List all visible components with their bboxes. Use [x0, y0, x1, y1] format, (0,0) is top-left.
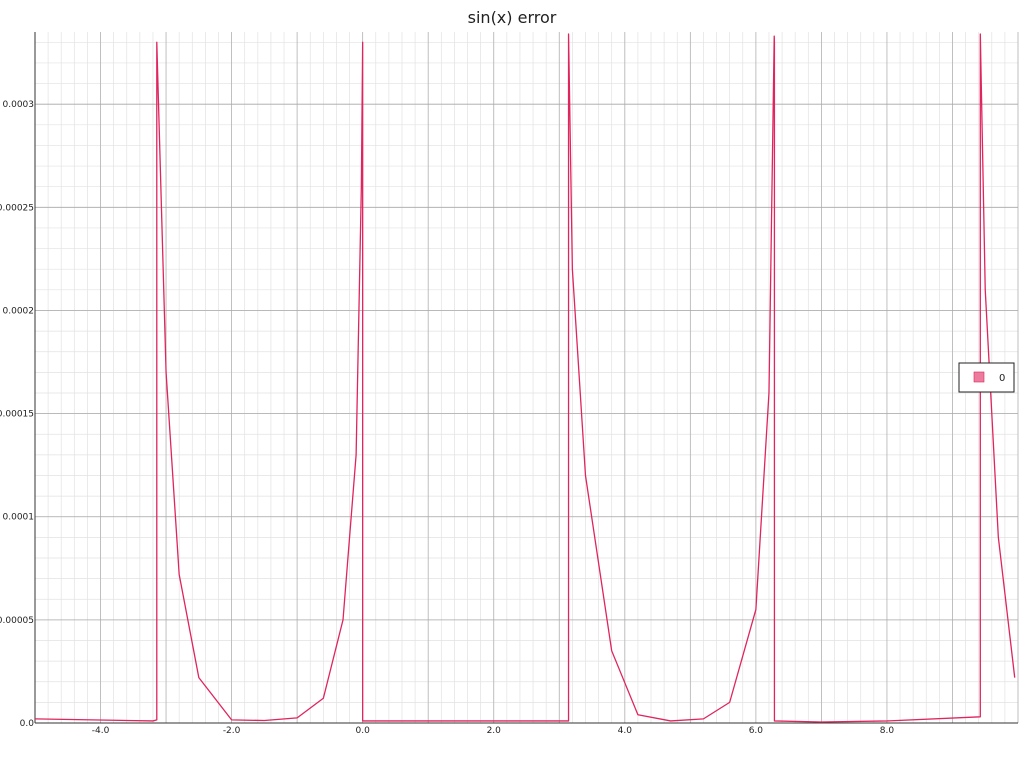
axes: [34, 32, 1018, 724]
series-line-0: [34, 33, 1016, 723]
major-grid: [34, 32, 1019, 724]
y-tick-label: 0.0002: [3, 306, 35, 316]
x-tick-label: -4.0: [92, 726, 110, 736]
y-tick-label: 0.00005: [0, 616, 34, 626]
y-axis-ticks: 0.0 0.00005 0.0001 0.00015 0.0002 0.00025 0.00…: [0, 100, 34, 729]
minor-grid: [34, 32, 1019, 724]
x-axis-ticks: -4.0 -2.0 0.0 2.0 4.0 6.0 8.0: [92, 726, 895, 736]
x-tick-label: -2.0: [223, 726, 241, 736]
legend-box: [958, 362, 1015, 393]
x-tick-label: 2.0: [487, 726, 502, 736]
legend-label: 0: [999, 373, 1005, 384]
y-tick-label: 0.0001: [3, 513, 35, 523]
legend: 0: [958, 362, 1015, 393]
series-layer: [34, 33, 1016, 723]
x-tick-label: 0.0: [356, 726, 371, 736]
y-tick-label: 0.00015: [0, 410, 34, 420]
y-tick-label: 0.0003: [3, 100, 35, 110]
y-tick-label: 0.00025: [0, 203, 34, 213]
x-tick-label: 6.0: [749, 726, 764, 736]
legend-swatch: [973, 371, 985, 383]
x-tick-label: 8.0: [880, 726, 895, 736]
x-tick-label: 4.0: [618, 726, 633, 736]
chart-title: sin(x) error: [468, 8, 557, 27]
y-tick-label: 0.0: [20, 719, 35, 729]
